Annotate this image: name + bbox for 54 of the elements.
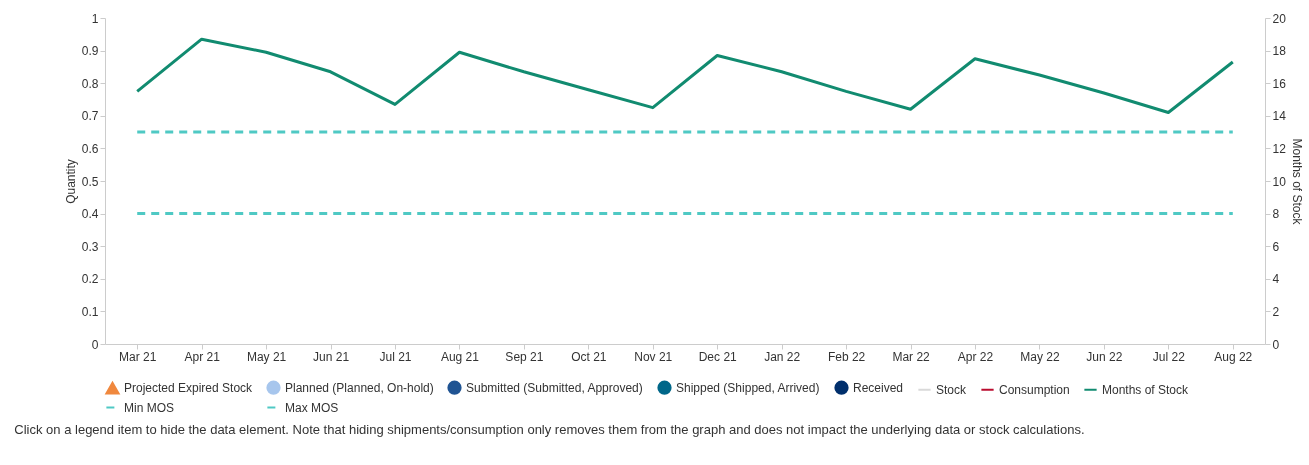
x-tick-label: Apr 22 [957,349,994,364]
y-tick-label: 0.5 [81,174,99,189]
legend-label: Received [853,380,904,395]
y-tick-label: 0.2 [81,272,99,287]
text: Click on a legend item to hide the data element. Note that hiding shipments/consumption only removes them from the graph and does not impact the underlying data or stock calculations. [14,422,1085,437]
legend-label: Consumption [999,382,1070,397]
x-tick-label: Aug 22 [1214,349,1253,364]
y2-tick-label: 8 [1272,207,1280,222]
x-tick-label: Jan 22 [764,349,801,364]
x-tick-label: Jul 22 [1152,349,1186,364]
legend-label: Min MOS [124,400,175,415]
y-tick-label: 0.7 [81,109,99,124]
x-tick-label: Apr 21 [184,349,221,364]
y-tick-label: 0.6 [81,141,99,156]
y2-tick-label: 2 [1272,304,1280,319]
legend-label: Stock [936,382,968,397]
y2-tick-label: 16 [1272,76,1287,91]
legend-label: Submitted (Submitted, Approved) [466,380,643,395]
x-tick-label: Nov 21 [634,349,673,364]
y-tick-label: 0 [91,337,99,352]
x-tick-label: Mar 22 [892,349,931,364]
legend-label: Max MOS [285,400,339,415]
y2-tick-label: 18 [1272,44,1287,59]
x-tick-label: May 21 [246,349,287,364]
legend-label: Shipped (Shipped, Arrived) [676,380,820,395]
x-tick-label: May 22 [1020,349,1060,364]
y-axis-title: Quantity [63,159,78,204]
line-series [135,37,1235,115]
x-tick-label: Jun 21 [313,349,350,364]
x-tick-label: Feb 22 [827,349,866,364]
legend-label: Planned (Planned, On-hold) [285,380,434,395]
y-tick-label: 0.9 [81,44,99,59]
x-tick-label: Jun 22 [1086,349,1123,364]
y2-tick-label: 10 [1272,174,1287,189]
y2-tick-label: 14 [1272,109,1287,124]
y-tick-label: 0.3 [81,239,99,254]
y-tick-label: 0.4 [81,207,99,222]
x-tick-label: Mar 21 [119,349,157,364]
y2-tick-label: 20 [1272,11,1287,26]
legend-label: Months of Stock [1102,382,1190,397]
y-tick-label: 0.1 [81,304,99,319]
x-tick-label: Jul 21 [379,349,412,364]
x-tick-label: Dec 21 [698,349,738,364]
legend-label: Projected Expired Stock [124,381,254,396]
x-tick-label: Sep 21 [505,349,544,364]
y-tick-label: 0.8 [81,76,99,91]
y2-tick-label: 0 [1272,337,1280,352]
x-tick-label: Aug 21 [440,349,480,364]
y2-tick-label: 12 [1272,141,1287,156]
x-tick-label: Oct 21 [571,349,607,364]
y-tick-label: 1 [91,11,99,26]
y2-axis-title: Months of Stock [1289,138,1304,226]
y2-tick-label: 6 [1272,239,1280,254]
y2-tick-label: 4 [1272,272,1280,287]
